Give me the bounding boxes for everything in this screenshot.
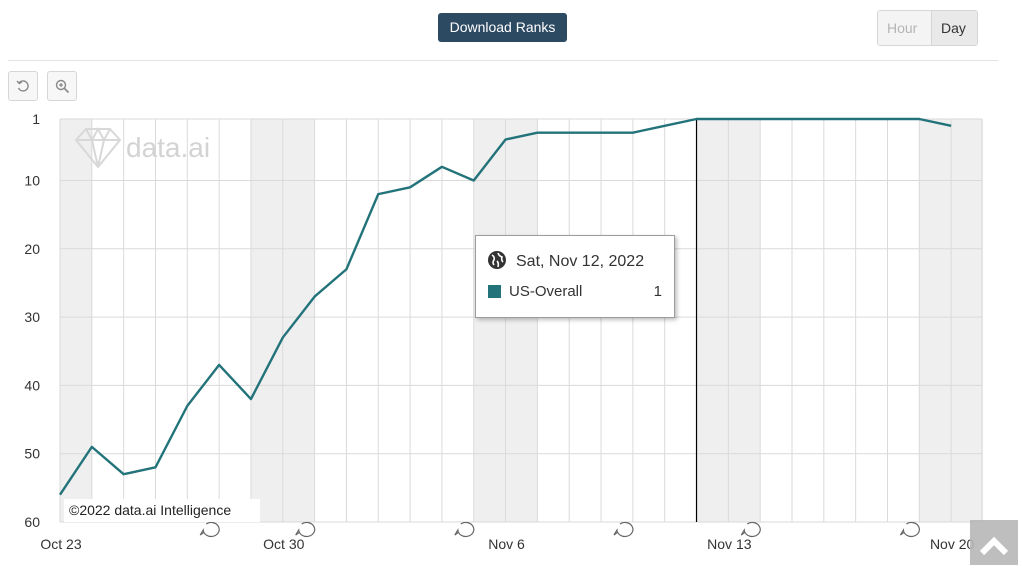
speech-bubble-icon (199, 521, 220, 538)
y-tick-label: 40 (24, 377, 40, 393)
speech-bubble-icon (295, 521, 316, 538)
hour-label: Hour (887, 20, 918, 36)
series-swatch (488, 285, 501, 298)
y-tick-label: 10 (24, 172, 40, 188)
reset-zoom-button[interactable] (8, 71, 38, 101)
x-tick-label: Oct 23 (40, 536, 81, 552)
speech-bubble-icon (740, 521, 761, 538)
x-tick-label: Nov 13 (707, 536, 752, 552)
weekend-band (505, 119, 538, 522)
copyright-label: ©2022 data.ai Intelligence (64, 499, 260, 522)
weekend-band (250, 119, 283, 522)
x-tick-label: Nov 6 (488, 536, 525, 552)
watermark-text: data.ai (126, 132, 211, 163)
y-tick-label: 20 (24, 241, 40, 257)
weekend-band (60, 119, 92, 522)
scroll-to-top-button[interactable] (970, 520, 1018, 565)
weekend-band (282, 119, 315, 522)
download-ranks-button[interactable]: Download Ranks (438, 13, 567, 42)
granularity-toggle: Hour Day (877, 10, 978, 46)
speech-bubble-icon (899, 521, 920, 538)
globe-icon (488, 251, 506, 269)
y-tick-label: 30 (24, 309, 40, 325)
speech-bubble-icon (454, 521, 475, 538)
annotation-marker (740, 521, 761, 538)
zoom-in-button[interactable] (47, 71, 77, 101)
reset-icon (16, 80, 29, 92)
tooltip-value: 1 (653, 283, 662, 300)
tooltip-series-name: US-Overall (509, 283, 583, 300)
y-tick-label: 60 (24, 514, 40, 530)
toolbar-divider (8, 60, 998, 61)
tooltip-date: Sat, Nov 12, 2022 (516, 253, 645, 270)
weekend-band (728, 119, 761, 522)
hour-option[interactable]: Hour (878, 11, 931, 45)
zoom-in-icon (55, 79, 69, 93)
weekend-band (919, 119, 952, 522)
day-option[interactable]: Day (931, 11, 977, 45)
diamond-logo-icon (74, 126, 122, 169)
annotation-marker (199, 521, 220, 538)
annotation-marker (899, 521, 920, 538)
annotation-marker (454, 521, 475, 538)
annotation-marker (613, 521, 634, 538)
speech-bubble-icon (613, 521, 634, 538)
x-tick-label: Oct 30 (263, 536, 304, 552)
x-tick-label: Nov 20 (930, 536, 975, 552)
weekend-band (696, 119, 729, 522)
chevron-up-icon (979, 536, 1009, 556)
weekend-band (951, 119, 983, 522)
y-tick-label: 1 (32, 111, 40, 127)
chart-tooltip: Sat, Nov 12, 2022 US-Overall 1 (475, 235, 675, 318)
y-tick-label: 50 (24, 446, 40, 462)
series-line-us-overall (59, 117, 952, 496)
weekend-band (473, 119, 506, 522)
annotation-marker (295, 521, 316, 538)
data-ai-watermark: data.ai (72, 126, 210, 170)
